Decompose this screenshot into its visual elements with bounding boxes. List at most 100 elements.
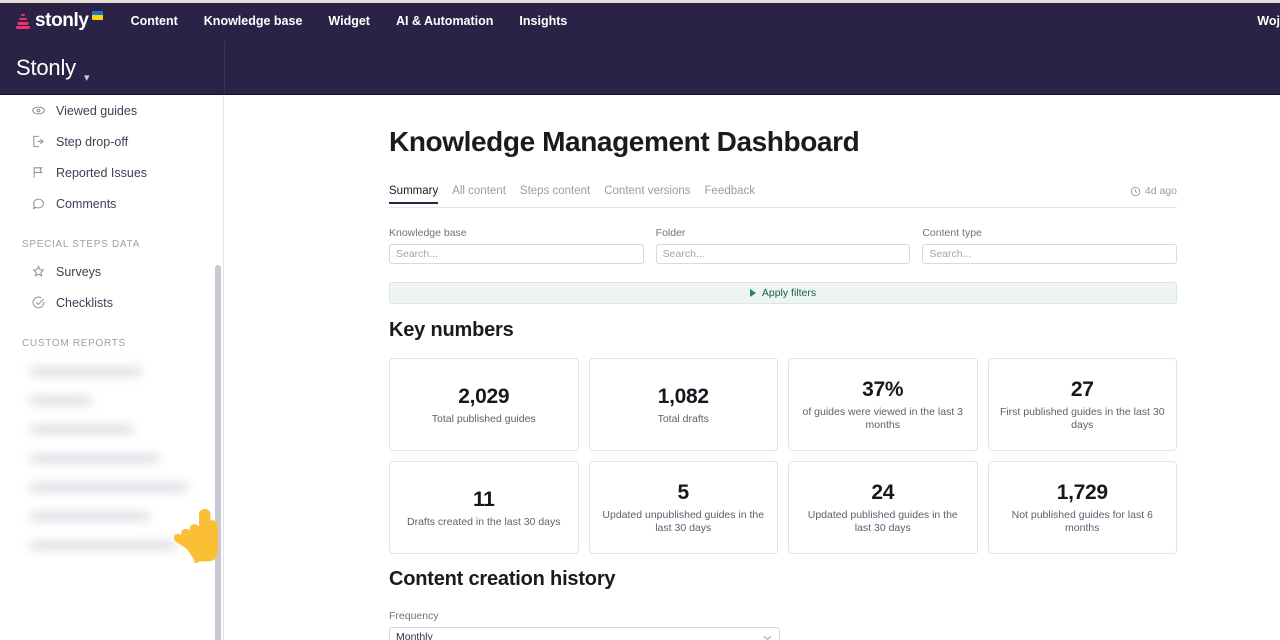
header-bottom-border: [0, 94, 1280, 95]
metric-value: 11: [472, 487, 495, 511]
metric-value: 2,029: [458, 384, 510, 408]
top-navigation-bar: stonly Content Knowledge base Widget AI …: [0, 0, 1280, 41]
metric-caption: Total published guides: [431, 412, 536, 425]
comment-icon: [30, 196, 46, 212]
knowledge-base-search-input[interactable]: [389, 244, 644, 264]
metric-value: 1,082: [657, 384, 709, 408]
metric-value: 27: [1070, 378, 1094, 401]
list-item[interactable]: [30, 425, 134, 434]
frequency-field: Frequency Monthly: [389, 610, 780, 640]
list-item[interactable]: [30, 541, 176, 550]
browser-chrome-strip: [0, 0, 1280, 3]
workspace-divider: [224, 41, 225, 95]
apply-filters-label: Apply filters: [761, 287, 817, 299]
metric-caption: of guides were viewed in the last 3 mont…: [802, 406, 963, 431]
metric-card-total-drafts: 1,082 Total drafts: [588, 358, 778, 451]
nav-item-widget[interactable]: Widget: [328, 13, 370, 28]
star-icon: [30, 264, 46, 280]
nav-item-ai-automation[interactable]: AI & Automation: [395, 13, 494, 28]
last-updated-indicator: 4d ago: [1130, 185, 1177, 197]
nav-item-knowledge-base[interactable]: Knowledge base: [203, 13, 303, 28]
sidebar-item-viewed-guides[interactable]: Viewed guides: [0, 95, 223, 126]
metric-card-drafts-created-last-30-days: 11 Drafts created in the last 30 days: [389, 461, 579, 554]
main-content: Knowledge Management Dashboard Summary A…: [225, 95, 1280, 640]
sidebar-section-custom-reports: CUSTOM REPORTS: [22, 338, 126, 349]
sidebar-item-checklists[interactable]: Checklists: [0, 287, 223, 318]
sidebar-item-step-drop-off[interactable]: Step drop-off: [0, 126, 223, 157]
sidebar-item-comments[interactable]: Comments: [0, 188, 223, 219]
metric-value: 37%: [862, 378, 904, 401]
sidebar-item-surveys[interactable]: Surveys: [0, 256, 223, 287]
filter-label: Content type: [922, 227, 982, 239]
check-circle-icon: [30, 295, 46, 311]
flag-icon: [30, 165, 46, 181]
content-creation-history-heading: Content creation history: [389, 568, 616, 590]
page-title: Knowledge Management Dashboard: [389, 126, 860, 157]
tab-summary[interactable]: Summary: [389, 185, 439, 204]
sidebar: Viewed guides Step drop-off Reported Iss…: [0, 95, 224, 640]
list-item[interactable]: [30, 454, 160, 463]
key-numbers-row-1: 2,029 Total published guides 1,082 Total…: [389, 358, 1177, 451]
stonly-logo[interactable]: stonly: [16, 10, 103, 32]
custom-reports-list-blurred[interactable]: [0, 367, 223, 550]
folder-search-input[interactable]: [655, 244, 911, 264]
eye-icon: [30, 103, 46, 119]
tab-content-versions[interactable]: Content versions: [604, 185, 691, 197]
clock-icon: [1130, 186, 1141, 197]
frequency-selected-value: Monthly: [396, 631, 433, 640]
filter-label: Folder: [655, 227, 686, 239]
list-item[interactable]: [30, 367, 142, 376]
metric-value: 24: [871, 481, 895, 504]
metric-caption: Drafts created in the last 30 days: [407, 515, 561, 528]
metric-caption: Not published guides for last 6 months: [1011, 509, 1153, 534]
chevron-down-icon: [763, 632, 772, 640]
list-item[interactable]: [30, 512, 150, 521]
list-item[interactable]: [30, 483, 188, 492]
exit-arrow-icon: [30, 134, 46, 150]
metric-card-not-published-last-6-months: 1,729 Not published guides for last 6 mo…: [987, 461, 1177, 554]
filter-label: Knowledge base: [389, 227, 467, 239]
play-triangle-icon: [749, 289, 756, 297]
metric-card-updated-published-last-30-days: 24 Updated published guides in the last …: [788, 461, 978, 554]
nav-item-insights[interactable]: Insights: [519, 13, 568, 28]
sidebar-item-label: Checklists: [56, 295, 113, 310]
workspace-bar: Stonly ▾: [0, 41, 1280, 95]
key-numbers-heading: Key numbers: [389, 319, 514, 341]
stonly-logo-icon: [16, 13, 30, 29]
metric-card-total-published-guides: 2,029 Total published guides: [389, 358, 579, 451]
frequency-label: Frequency: [389, 610, 439, 622]
sidebar-item-label: Surveys: [56, 264, 102, 279]
metric-caption: Total drafts: [657, 412, 709, 425]
metric-value: 1,729: [1056, 481, 1108, 504]
tab-all-content[interactable]: All content: [452, 185, 506, 197]
logo-text: stonly: [35, 9, 89, 31]
tab-feedback[interactable]: Feedback: [704, 185, 756, 197]
metric-caption: First published guides in the last 30 da…: [999, 406, 1165, 431]
filter-row: Knowledge base Folder Content type: [389, 227, 1178, 264]
key-numbers-row-2: 11 Drafts created in the last 30 days 5 …: [389, 461, 1177, 554]
chevron-down-icon[interactable]: ▾: [84, 72, 90, 84]
filter-folder: Folder: [655, 227, 911, 264]
list-item[interactable]: [30, 396, 92, 405]
apply-filters-button[interactable]: Apply filters: [389, 282, 1177, 304]
filter-content-type: Content type: [922, 227, 1178, 264]
sidebar-item-reported-issues[interactable]: Reported Issues: [0, 157, 223, 188]
sidebar-section-special-steps-data: SPECIAL STEPS DATA: [22, 239, 141, 250]
tab-bar: Summary All content Steps content Conten…: [389, 185, 1177, 208]
sidebar-item-label: Comments: [56, 196, 117, 211]
pointing-hand-cursor: [174, 505, 226, 567]
metric-caption: Updated unpublished guides in the last 3…: [602, 509, 765, 534]
metric-card-first-published-last-30-days: 27 First published guides in the last 30…: [987, 358, 1177, 451]
metric-card-guides-viewed-last-3-months: 37% of guides were viewed in the last 3 …: [788, 358, 978, 451]
nav-item-content[interactable]: Content: [130, 13, 178, 28]
user-menu[interactable]: Wojtek: [1257, 14, 1280, 28]
workspace-name[interactable]: Stonly: [16, 55, 76, 80]
tab-steps-content[interactable]: Steps content: [519, 185, 591, 197]
sidebar-scrollbar[interactable]: [215, 265, 221, 640]
content-type-search-input[interactable]: [922, 244, 1178, 264]
metric-caption: Updated published guides in the last 30 …: [807, 509, 958, 534]
frequency-select[interactable]: Monthly: [389, 627, 780, 640]
sidebar-item-label: Step drop-off: [56, 134, 129, 149]
sidebar-item-label: Viewed guides: [56, 103, 138, 118]
last-updated-text: 4d ago: [1144, 185, 1177, 197]
